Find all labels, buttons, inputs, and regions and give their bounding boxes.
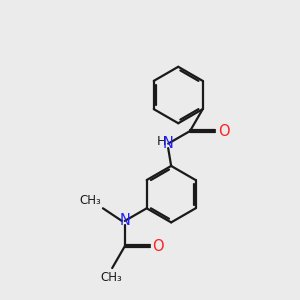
Text: N: N	[119, 213, 130, 228]
Text: O: O	[152, 239, 164, 254]
Text: O: O	[218, 124, 229, 139]
Text: CH₃: CH₃	[80, 194, 101, 207]
Text: N: N	[163, 136, 174, 151]
Text: CH₃: CH₃	[101, 271, 122, 284]
Text: H: H	[156, 135, 166, 148]
